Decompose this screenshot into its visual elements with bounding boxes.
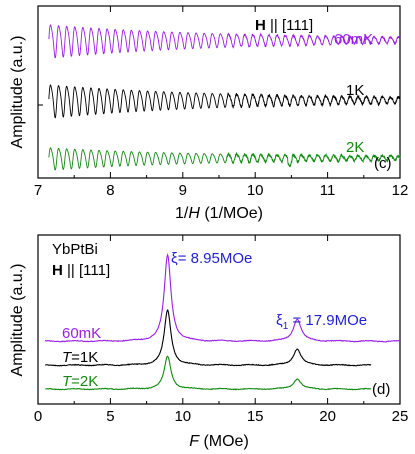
- panel-d: 0 5 10 15 20 25 YbPtBi H || [111] ξ= 8.95MOe …: [9, 234, 409, 450]
- panel-d-series-label-60mk: 60mK: [62, 325, 101, 342]
- panel-c-x-ticks: 7 8 9 10 11 12: [34, 6, 409, 199]
- panel-c-y-axis-label: Amplitude (a.u.): [9, 36, 26, 149]
- panel-c-panel-label: (c): [374, 155, 392, 172]
- panel-c-traces: [48, 24, 401, 171]
- peak-label-xi1: ξ1 = 17.9MOe: [276, 312, 367, 332]
- panel-d-series-label-2k: T=2K: [62, 373, 98, 390]
- panel-c-series-label-60mk: 60mK: [334, 31, 373, 48]
- peak-label-xi: ξ= 8.95MOe: [171, 250, 252, 267]
- panel-d-series-label-1k: T=1K: [62, 349, 98, 366]
- panel-d-x-tick-label: 10: [174, 408, 191, 425]
- panel-d-field-annotation: H || [111]: [52, 262, 110, 279]
- panel-d-panel-label: (d): [372, 381, 390, 398]
- panel-c-x-tick-label: 10: [247, 182, 264, 199]
- panel-d-x-ticks: 0 5 10 15 20 25: [34, 235, 409, 425]
- panel-d-x-tick-label: 5: [106, 408, 114, 425]
- panel-d-x-tick-label: 15: [247, 408, 264, 425]
- panel-c-x-tick-label: 9: [179, 182, 187, 199]
- panel-d-series-line-2: [45, 355, 372, 391]
- panel-c-series-line-0: [48, 24, 401, 59]
- panel-d-traces: [44, 253, 401, 391]
- panel-c-series-line-1: [48, 84, 401, 119]
- panel-c-x-tick-label: 7: [34, 182, 42, 199]
- panel-d-x-axis-label: F (MOe): [189, 433, 249, 450]
- panel-c-x-axis-label: 1/H (1/MOe): [175, 205, 263, 222]
- panel-d-compound-label: YbPtBi: [52, 241, 98, 258]
- panel-c-x-tick-label: 12: [392, 182, 409, 199]
- panel-d-x-tick-label: 25: [392, 408, 409, 425]
- panel-c-series-line-2: [48, 147, 401, 171]
- panel-c-field-annotation: H || [111]: [255, 17, 313, 34]
- panel-d-x-tick-label: 0: [34, 408, 42, 425]
- panel-c: 7 8 9 10 11 12 H || [111] 60mK 1K 2K (c) 1/H …: [9, 5, 409, 222]
- panel-d-y-axis-label: Amplitude (a.u.): [9, 264, 26, 377]
- panel-c-series-label-2k: 2K: [346, 139, 364, 156]
- panel-c-x-tick-label: 8: [106, 182, 114, 199]
- panel-c-x-tick-label: 11: [320, 182, 336, 199]
- panel-c-series-label-1k: 1K: [346, 82, 364, 99]
- panel-d-series-line-0: [44, 253, 401, 343]
- panel-d-x-tick-label: 20: [319, 408, 336, 425]
- panel-d-series-line-1: [45, 309, 372, 367]
